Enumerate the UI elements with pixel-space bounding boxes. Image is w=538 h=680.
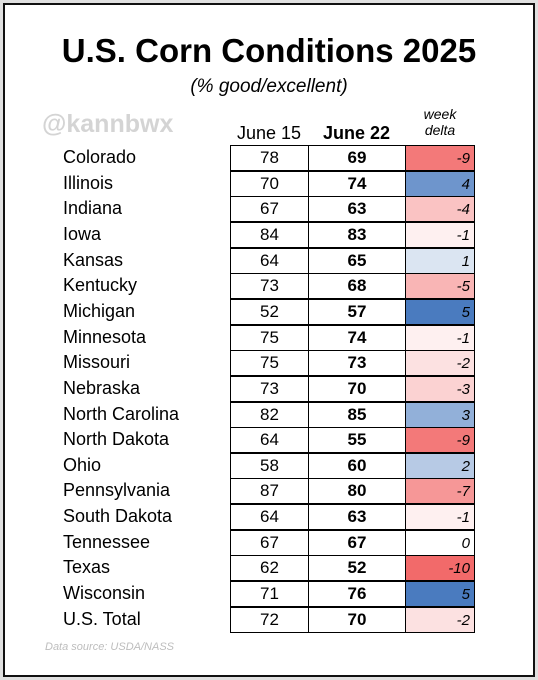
cell-june22: 68 xyxy=(308,273,406,299)
cell-june22: 70 xyxy=(308,376,406,402)
state-label: Missouri xyxy=(63,352,131,372)
cell-june22: 63 xyxy=(308,504,406,530)
cell-june22: 85 xyxy=(308,402,406,428)
column-header-june15: June 15 xyxy=(236,123,302,143)
cell-june15: 70 xyxy=(230,171,309,197)
state-label: Kentucky xyxy=(63,275,138,295)
cell-june15: 78 xyxy=(230,145,309,171)
cell-delta: 0 xyxy=(405,530,475,556)
cell-june22: 57 xyxy=(308,299,406,325)
cell-delta: -9 xyxy=(405,145,475,171)
cell-june22: 70 xyxy=(308,607,406,633)
cell-delta: 3 xyxy=(405,402,475,428)
cell-june15: 67 xyxy=(230,530,309,556)
state-label: Wisconsin xyxy=(63,583,146,603)
cell-june15: 72 xyxy=(230,607,309,633)
cell-june15: 75 xyxy=(230,325,309,351)
cell-june22: 83 xyxy=(308,222,406,248)
cell-delta: -3 xyxy=(405,376,475,402)
column-header-delta: week delta xyxy=(405,106,475,138)
cell-delta: 5 xyxy=(405,299,475,325)
state-label: South Dakota xyxy=(63,506,173,526)
cell-delta: -10 xyxy=(405,555,475,581)
cell-june22: 52 xyxy=(308,555,406,581)
cell-delta: -4 xyxy=(405,196,475,222)
state-label: Nebraska xyxy=(63,378,141,398)
cell-june22: 55 xyxy=(308,427,406,453)
cell-delta: -2 xyxy=(405,350,475,376)
state-label: Illinois xyxy=(63,173,114,193)
cell-june15: 64 xyxy=(230,504,309,530)
state-label: North Carolina xyxy=(63,404,180,424)
state-label: U.S. Total xyxy=(63,609,141,629)
cell-june15: 75 xyxy=(230,350,309,376)
cell-delta: 1 xyxy=(405,248,475,274)
state-label: Michigan xyxy=(63,301,136,321)
cell-june15: 64 xyxy=(230,427,309,453)
state-label: Colorado xyxy=(63,147,137,167)
cell-june15: 58 xyxy=(230,453,309,479)
state-label: Minnesota xyxy=(63,327,147,347)
cell-june22: 67 xyxy=(308,530,406,556)
cell-june22: 74 xyxy=(308,325,406,351)
column-header-delta-line2: delta xyxy=(424,122,456,138)
column-header-june22: June 22 xyxy=(322,123,391,143)
cell-june15: 82 xyxy=(230,402,309,428)
state-label: Ohio xyxy=(63,455,102,475)
cell-june15: 71 xyxy=(230,581,309,607)
chart-title: U.S. Corn Conditions 2025 xyxy=(61,32,477,69)
cell-june22: 69 xyxy=(308,145,406,171)
cell-delta: 4 xyxy=(405,171,475,197)
state-label: Kansas xyxy=(63,250,124,270)
cell-june15: 52 xyxy=(230,299,309,325)
cell-delta: -1 xyxy=(405,325,475,351)
state-label: Indiana xyxy=(63,198,123,218)
cell-june22: 76 xyxy=(308,581,406,607)
state-label: Iowa xyxy=(63,224,102,244)
watermark: @kannbwx xyxy=(42,110,174,138)
cell-june15: 67 xyxy=(230,196,309,222)
cell-delta: 5 xyxy=(405,581,475,607)
cell-june22: 80 xyxy=(308,478,406,504)
cell-delta: 2 xyxy=(405,453,475,479)
cell-delta: -7 xyxy=(405,478,475,504)
cell-delta: -2 xyxy=(405,607,475,633)
cell-june22: 63 xyxy=(308,196,406,222)
column-header-delta-line1: week xyxy=(423,106,457,122)
state-label: Tennessee xyxy=(63,532,151,552)
state-label: Texas xyxy=(63,557,111,577)
chart-subtitle: (% good/excellent) xyxy=(190,76,348,97)
state-label: Pennsylvania xyxy=(63,480,171,500)
data-source: Data source: USDA/NASS xyxy=(45,641,174,653)
state-label: North Dakota xyxy=(63,429,170,449)
cell-delta: -9 xyxy=(405,427,475,453)
cell-june15: 73 xyxy=(230,273,309,299)
cell-june22: 73 xyxy=(308,350,406,376)
cell-june15: 62 xyxy=(230,555,309,581)
cell-delta: -5 xyxy=(405,273,475,299)
cell-delta: -1 xyxy=(405,504,475,530)
cell-june15: 87 xyxy=(230,478,309,504)
cell-june15: 64 xyxy=(230,248,309,274)
cell-june15: 73 xyxy=(230,376,309,402)
cell-june22: 65 xyxy=(308,248,406,274)
cell-june15: 84 xyxy=(230,222,309,248)
cell-june22: 60 xyxy=(308,453,406,479)
cell-delta: -1 xyxy=(405,222,475,248)
cell-june22: 74 xyxy=(308,171,406,197)
